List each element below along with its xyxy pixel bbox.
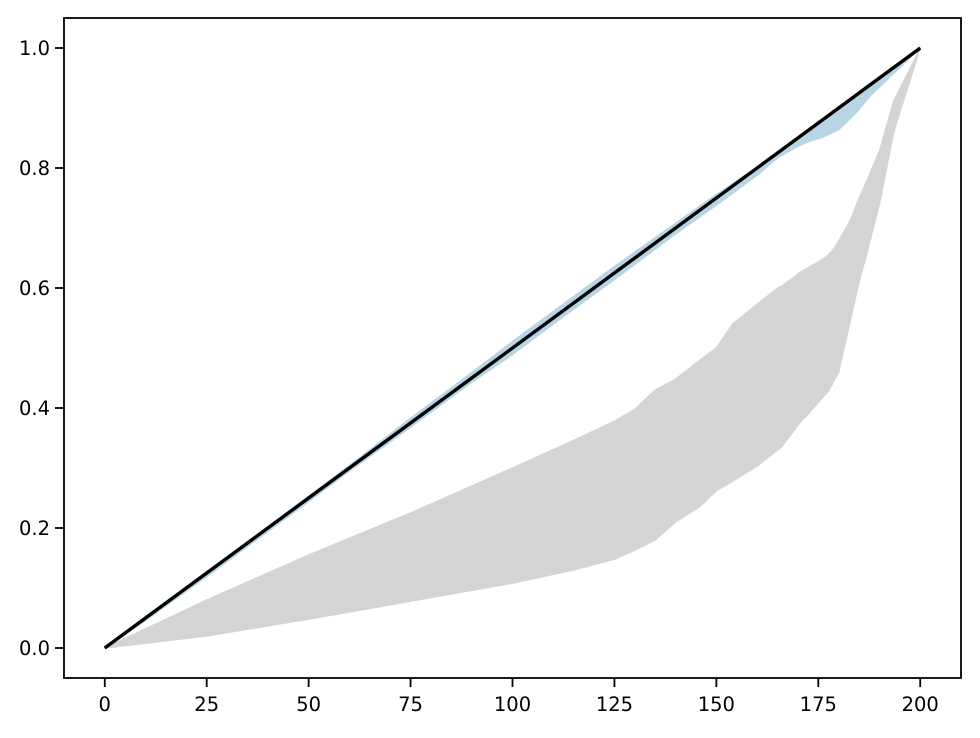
x-tick-label: 25 bbox=[194, 693, 219, 716]
y-tick-label: 0.8 bbox=[19, 157, 50, 180]
y-tick-label: 0.0 bbox=[19, 637, 50, 660]
y-tick-label: 0.6 bbox=[19, 277, 50, 300]
identity-line bbox=[103, 46, 922, 650]
x-tick-label: 100 bbox=[494, 693, 531, 716]
x-tick-label: 150 bbox=[698, 693, 735, 716]
x-tick-label: 200 bbox=[902, 693, 939, 716]
x-tick-label: 75 bbox=[398, 693, 423, 716]
y-tick-label: 1.0 bbox=[19, 37, 50, 60]
x-tick-label: 0 bbox=[99, 693, 111, 716]
y-tick-label: 0.4 bbox=[19, 397, 50, 420]
x-tick-label: 125 bbox=[596, 693, 633, 716]
y-tick-label: 0.2 bbox=[19, 517, 50, 540]
x-tick-label: 175 bbox=[800, 693, 837, 716]
x-tick-label: 50 bbox=[296, 693, 321, 716]
